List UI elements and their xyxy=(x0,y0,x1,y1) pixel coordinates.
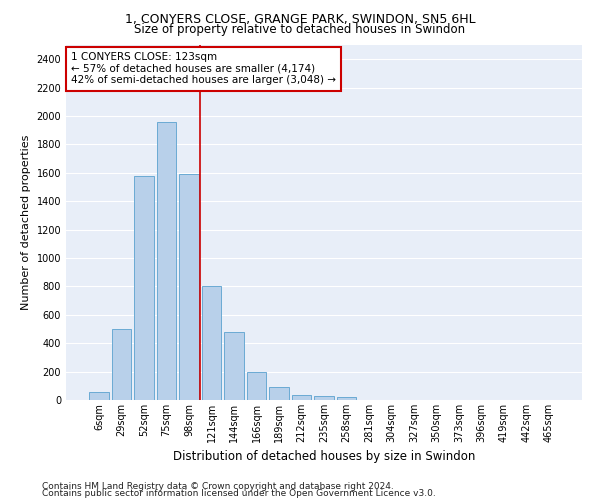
Text: 1 CONYERS CLOSE: 123sqm
← 57% of detached houses are smaller (4,174)
42% of semi: 1 CONYERS CLOSE: 123sqm ← 57% of detache… xyxy=(71,52,336,86)
X-axis label: Distribution of detached houses by size in Swindon: Distribution of detached houses by size … xyxy=(173,450,475,464)
Bar xyxy=(292,395,311,400)
Bar xyxy=(269,387,289,400)
Text: Contains public sector information licensed under the Open Government Licence v3: Contains public sector information licen… xyxy=(42,490,436,498)
Text: Size of property relative to detached houses in Swindon: Size of property relative to detached ho… xyxy=(134,22,466,36)
Bar xyxy=(112,329,131,400)
Bar xyxy=(157,122,176,400)
Bar xyxy=(337,397,356,400)
Text: 1, CONYERS CLOSE, GRANGE PARK, SWINDON, SN5 6HL: 1, CONYERS CLOSE, GRANGE PARK, SWINDON, … xyxy=(125,12,475,26)
Bar xyxy=(202,286,221,400)
Bar xyxy=(89,392,109,400)
Bar xyxy=(179,174,199,400)
Bar xyxy=(134,176,154,400)
Bar xyxy=(314,396,334,400)
Bar xyxy=(247,372,266,400)
Bar xyxy=(224,332,244,400)
Y-axis label: Number of detached properties: Number of detached properties xyxy=(21,135,31,310)
Text: Contains HM Land Registry data © Crown copyright and database right 2024.: Contains HM Land Registry data © Crown c… xyxy=(42,482,394,491)
